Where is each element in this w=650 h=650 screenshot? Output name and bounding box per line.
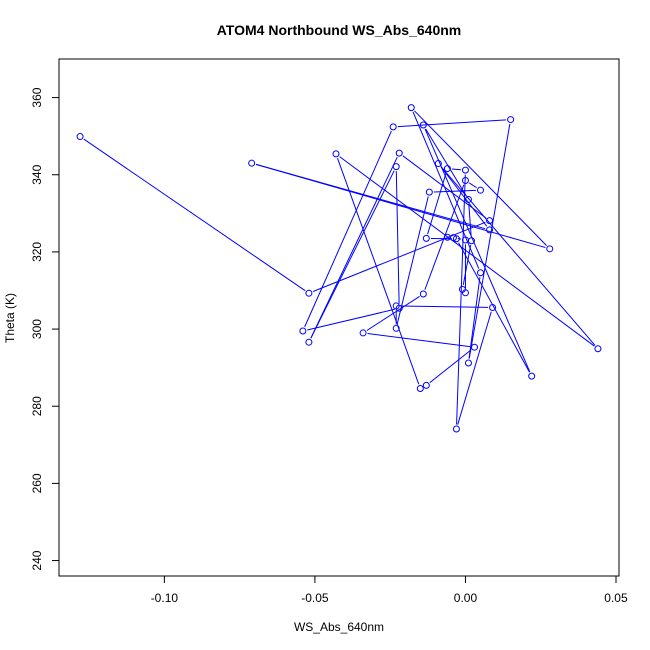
data-point <box>392 324 400 332</box>
data-point <box>477 269 485 277</box>
data-point <box>477 186 485 194</box>
data-point <box>422 381 430 389</box>
data-point <box>470 343 478 351</box>
series-line-segment <box>400 305 489 308</box>
x-tick-label: -0.05 <box>301 591 329 605</box>
y-axis-label: Theta (K) <box>3 293 17 343</box>
series-line-segment <box>424 128 531 373</box>
data-point <box>434 160 442 168</box>
y-tick-label: 280 <box>30 396 44 416</box>
series-line-segment <box>468 182 477 189</box>
series-line-segment <box>312 221 486 292</box>
x-tick-label: -0.10 <box>151 591 179 605</box>
series-line-segment <box>83 138 306 292</box>
series-line-segment <box>307 308 395 331</box>
data-point <box>395 149 403 157</box>
y-tick-label: 360 <box>30 87 44 107</box>
data-point <box>507 116 515 124</box>
y-tick-label: 260 <box>30 473 44 493</box>
series-line-segment <box>427 172 447 235</box>
x-axis-label: WS_Abs_640nm <box>294 620 384 634</box>
series-line-segment <box>414 110 547 246</box>
data-point <box>452 235 460 243</box>
series-line-segment <box>458 242 530 373</box>
data-point <box>425 188 433 196</box>
data-point <box>332 150 340 158</box>
series-line-segment <box>310 156 398 339</box>
series-line-segment <box>456 174 466 425</box>
series-line-segment <box>310 170 395 339</box>
series-line-segment <box>425 128 467 196</box>
series-line-segment <box>457 311 492 425</box>
y-tick-label: 340 <box>30 164 44 184</box>
series-line-segment <box>429 349 472 384</box>
data-point <box>422 234 430 242</box>
data-point <box>464 359 472 367</box>
series-line-segment <box>367 333 471 348</box>
data-point <box>486 226 494 234</box>
data-point <box>305 289 313 297</box>
data-point <box>248 159 256 167</box>
data-point <box>419 121 427 129</box>
data-point <box>489 303 497 311</box>
data-point <box>407 104 415 112</box>
y-tick-label: 320 <box>30 242 44 262</box>
data-point <box>528 372 536 380</box>
data-point <box>419 290 427 298</box>
series-line-segment <box>451 168 462 171</box>
data-point <box>416 384 424 392</box>
series-line-segment <box>337 157 420 385</box>
data-point <box>486 217 494 225</box>
series-line-segment <box>397 119 507 128</box>
series-line-segment <box>468 203 472 237</box>
data-point <box>461 166 469 174</box>
y-axis: 240 260 280 300 320 340 360 <box>30 87 60 571</box>
series-line-segment <box>462 245 472 286</box>
series-line-segment <box>366 295 420 331</box>
series-line-segment <box>396 196 429 325</box>
data-point <box>392 302 400 310</box>
series-line-segment <box>395 171 400 304</box>
data-point <box>305 338 313 346</box>
series-line-segment <box>468 123 511 359</box>
data-point <box>443 233 451 241</box>
data-point <box>76 133 84 141</box>
series-line-segment <box>255 163 486 230</box>
data-point <box>389 123 397 131</box>
data-point <box>461 177 469 185</box>
data-point <box>452 425 460 433</box>
data-point <box>299 327 307 335</box>
series-line-segment <box>468 277 481 359</box>
y-tick-label: 300 <box>30 319 44 339</box>
data-point <box>392 163 400 171</box>
data-point <box>443 165 451 173</box>
data-point <box>594 345 602 353</box>
series-line-segment <box>339 156 595 347</box>
x-tick-label: 0.00 <box>454 591 478 605</box>
data-point <box>461 236 469 244</box>
y-tick-label: 240 <box>30 550 44 570</box>
series-points <box>76 104 602 433</box>
data-point <box>464 195 472 203</box>
x-axis: -0.10 -0.05 0.00 0.05 <box>151 575 628 605</box>
data-point <box>546 245 554 253</box>
chart-title: ATOM4 Northbound WS_Abs_640nm <box>217 22 462 38</box>
series-line-segment <box>304 130 392 328</box>
series-line-segment <box>440 166 488 227</box>
data-point <box>359 329 367 337</box>
data-point <box>461 289 469 297</box>
x-tick-label: 0.05 <box>604 591 628 605</box>
series-lines <box>83 110 596 425</box>
